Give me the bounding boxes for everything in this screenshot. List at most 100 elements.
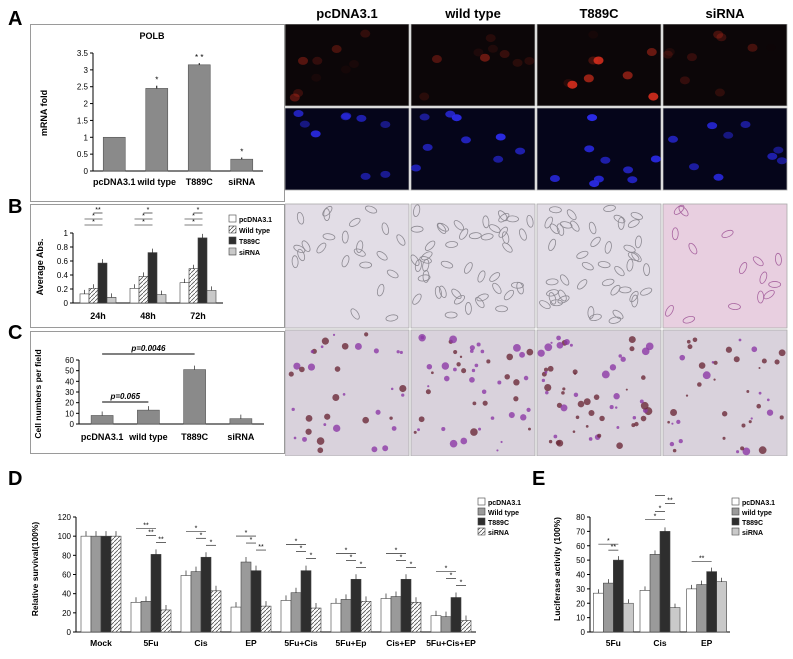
cell-outline xyxy=(482,215,490,229)
cell-outline xyxy=(376,251,388,261)
stained-cell xyxy=(725,346,733,353)
stained-cell xyxy=(553,434,558,439)
chart-c-pvalue: p=0.065 xyxy=(109,392,140,401)
stained-cell xyxy=(721,411,728,417)
chart-a-ytick-label: 3.5 xyxy=(77,49,89,58)
cell-outline xyxy=(475,297,485,309)
stained-cell xyxy=(482,400,488,406)
cell-outline xyxy=(465,302,472,315)
stained-cell xyxy=(599,415,605,422)
blue-nucleus xyxy=(419,113,430,121)
chart-e-ytick-label: 70 xyxy=(576,527,585,536)
stained-cell xyxy=(686,339,691,344)
cell-outline xyxy=(419,256,432,264)
red-nucleus xyxy=(312,56,323,65)
stained-cell xyxy=(341,342,349,350)
chart-a-ytick-label: 2 xyxy=(84,100,89,109)
blue-nucleus xyxy=(299,120,310,128)
stained-cell xyxy=(547,365,554,372)
stained-cell xyxy=(774,359,780,365)
stained-cell xyxy=(697,382,702,387)
chart-c-bar xyxy=(137,409,160,425)
blue-nucleus xyxy=(767,152,778,160)
panel-label-a: A xyxy=(8,8,23,30)
red-nucleus xyxy=(293,89,304,98)
stained-cell xyxy=(733,356,740,363)
chart-b-bar xyxy=(88,288,99,304)
stained-cell xyxy=(556,341,564,349)
cell-outline xyxy=(630,212,643,220)
cell-outline xyxy=(738,262,748,274)
stained-cell xyxy=(609,405,614,410)
cell-outline xyxy=(453,220,465,231)
stained-cell xyxy=(425,389,431,395)
chart-d-bar xyxy=(180,575,192,633)
cell-outline xyxy=(381,222,389,235)
blue-nucleus xyxy=(495,133,506,141)
red-nucleus xyxy=(622,71,633,80)
chart-e-xtick-label: Cis xyxy=(653,638,667,648)
chart-b-legend-label: siRNA xyxy=(239,250,260,257)
red-nucleus xyxy=(479,53,490,62)
cell-outline xyxy=(291,255,299,269)
stained-cell xyxy=(299,366,305,373)
cell-outline xyxy=(410,225,424,233)
chart-c-pvalue: p=0.0046 xyxy=(130,344,166,353)
chart-c-ytick-label: 30 xyxy=(65,388,74,397)
chart-d-bar xyxy=(110,535,122,633)
chart-a-ytick-label: 1 xyxy=(84,133,89,142)
stained-cell xyxy=(722,436,726,440)
chart-d-bar xyxy=(340,599,352,633)
stained-cell xyxy=(291,407,295,412)
stained-cell xyxy=(520,414,527,421)
cell-outline xyxy=(424,240,436,251)
chart-a-sig: * * xyxy=(195,53,203,62)
red-nucleus xyxy=(431,55,442,64)
chart-b-bar xyxy=(206,290,217,304)
chart-c-xtick-label: T889C xyxy=(181,432,209,442)
stained-cell xyxy=(766,398,770,402)
stained-cell xyxy=(293,436,297,440)
blue-nucleus xyxy=(549,175,560,183)
chart-c-ytick-label: 60 xyxy=(65,356,74,365)
chart-d-ytick-label: 120 xyxy=(58,513,72,522)
stained-cell xyxy=(671,422,674,425)
stained-cell xyxy=(382,445,389,452)
chart-a-ylabel: mRNA fold xyxy=(39,90,49,136)
stained-cell xyxy=(476,342,481,347)
microscopy-image xyxy=(285,24,410,107)
chart-c-xtick-label: pcDNA3.1 xyxy=(81,432,124,442)
cell-outline xyxy=(673,204,685,215)
stained-cell xyxy=(672,448,677,453)
chart-c-bar xyxy=(183,369,206,425)
chart-a-ytick-label: 3 xyxy=(84,66,89,75)
red-nucleus xyxy=(593,56,604,65)
cell-outline xyxy=(476,293,489,302)
chart-d-bar xyxy=(410,601,422,633)
microscopy-image xyxy=(662,107,788,191)
chart-b-sig-label: * xyxy=(142,219,145,226)
chart-e-bar xyxy=(686,588,697,633)
chart-e-bar xyxy=(603,582,614,633)
stained-cell xyxy=(469,349,474,353)
cell-outline xyxy=(688,242,698,255)
chart-d-bar xyxy=(350,578,362,633)
blue-nucleus xyxy=(650,155,661,163)
chart-d-bar xyxy=(80,535,92,633)
chart-e-legend-swatch xyxy=(731,527,740,536)
stained-cell xyxy=(585,424,589,428)
chart-d-sig-label: * xyxy=(350,554,353,561)
chart-d-bar xyxy=(240,561,252,633)
cell-outline xyxy=(445,241,459,248)
column-header-t889c: T889C xyxy=(579,6,619,21)
chart-d-xtick-label: 5Fu+Cis xyxy=(284,638,318,648)
chart-e-ytick-label: 60 xyxy=(576,542,585,551)
chart-a-bar xyxy=(187,64,211,172)
cell-outline xyxy=(627,219,640,228)
cell-outline xyxy=(468,232,482,240)
stained-cell xyxy=(324,413,331,420)
stained-cell xyxy=(470,428,478,436)
stained-cell xyxy=(702,371,711,380)
cell-outline xyxy=(417,274,431,282)
cell-outline xyxy=(349,217,361,227)
